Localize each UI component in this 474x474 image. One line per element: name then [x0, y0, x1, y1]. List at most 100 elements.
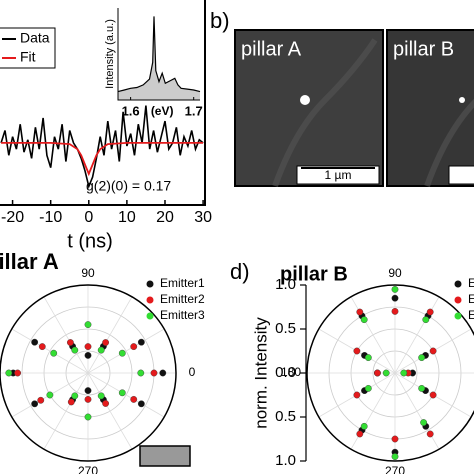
- annotation: g(2)(0) = 0.17: [86, 178, 171, 194]
- polar-point: [130, 343, 138, 350]
- decor-box: [139, 445, 191, 467]
- bright-spot: [459, 97, 465, 103]
- polar-point: [391, 307, 399, 315]
- scalebar-box: [296, 165, 380, 185]
- polar-point: [382, 369, 390, 377]
- polar-point: [391, 285, 399, 293]
- inset-tick-label: 1.7: [185, 103, 203, 118]
- y-tick-label: 1.0: [275, 452, 296, 469]
- x-tick-label: 30: [194, 209, 212, 226]
- x-tick-label: 20: [156, 209, 174, 226]
- polar-frame: [306, 284, 474, 462]
- polar-point: [118, 389, 126, 397]
- x-tick-label: -20: [1, 209, 24, 226]
- series-line: [0, 105, 204, 190]
- polar-point: [37, 396, 45, 404]
- polar-point: [67, 398, 75, 406]
- polar-point: [373, 369, 381, 377]
- polar-point: [159, 369, 167, 377]
- panel-title: pillar A: [0, 249, 59, 274]
- y-axis-label: norm. Intensity: [251, 317, 270, 429]
- theta-tick-label: 90: [81, 266, 95, 280]
- polar-frame: [0, 284, 177, 462]
- polar-point: [418, 354, 426, 361]
- micrograph: [234, 29, 384, 187]
- legend-label: Emitter3: [468, 308, 474, 322]
- polar-point: [38, 343, 46, 350]
- panel-label: b): [210, 8, 230, 33]
- legend-box: [0, 27, 56, 69]
- legend-marker: [146, 296, 154, 304]
- panel-title: pillar B: [280, 263, 348, 285]
- legend-label: Emitter2: [468, 292, 474, 306]
- polar-point: [5, 369, 13, 377]
- polar-point: [102, 400, 110, 407]
- polar-point: [97, 392, 105, 400]
- plot-frame: [0, 0, 206, 206]
- y-tick-label: 0.5: [275, 320, 296, 337]
- x-tick-label: -10: [39, 209, 62, 226]
- x-axis-label: t (ns): [67, 230, 113, 252]
- polar-point: [391, 435, 399, 443]
- polar-point: [391, 453, 399, 460]
- bright-spot: [300, 95, 310, 105]
- polar-point: [50, 349, 58, 357]
- polar-point: [31, 338, 39, 346]
- polar-point: [84, 343, 92, 350]
- polar-point: [360, 316, 368, 324]
- inset-area: [118, 16, 200, 100]
- polar-point: [426, 430, 434, 438]
- polar-point: [118, 349, 126, 357]
- polar-point: [356, 430, 364, 438]
- polar-point: [353, 347, 361, 355]
- scalebar-label: 1 µm: [325, 168, 352, 182]
- series-line: [1, 142, 204, 177]
- scalebar-box: [448, 165, 474, 185]
- theta-grid: [318, 328, 472, 418]
- inset-tick-label: 1.6: [122, 103, 140, 118]
- polar-point: [84, 395, 92, 403]
- polar-point: [137, 400, 145, 408]
- polar-point: [130, 395, 138, 403]
- polar-point: [356, 308, 364, 316]
- theta-tick-label: 0: [189, 365, 196, 379]
- inset-y-label: Intensity (a.u.): [104, 19, 116, 89]
- polar-point: [67, 339, 74, 346]
- micrograph-texture: [424, 98, 474, 188]
- image-title: pillar A: [241, 38, 302, 60]
- legend-label: Emitter2: [160, 292, 205, 306]
- polar-point: [353, 391, 361, 399]
- polar-point: [137, 369, 145, 377]
- polar-point: [364, 384, 372, 392]
- polar-point: [137, 338, 145, 346]
- polar-point: [420, 419, 427, 426]
- polar-point: [426, 308, 434, 316]
- legend-marker: [146, 312, 154, 320]
- polar-point: [97, 346, 105, 354]
- theta-tick-label: 270: [78, 464, 98, 474]
- legend-marker: [454, 280, 462, 288]
- theta-tick-label: 90: [388, 266, 402, 280]
- polar-point: [84, 351, 92, 359]
- polar-point: [102, 339, 110, 346]
- legend-label: Fit: [20, 49, 36, 65]
- polar-point: [150, 369, 158, 377]
- polar-point: [360, 422, 368, 430]
- panel-label: d): [230, 259, 250, 284]
- polar-point: [84, 387, 92, 394]
- legend-label: Emitter3: [160, 308, 205, 322]
- polar-point: [422, 316, 430, 324]
- polar-point: [400, 369, 408, 377]
- y-tick-label: 0.0: [275, 364, 296, 381]
- polar-point: [391, 294, 399, 302]
- inset-x-label: (eV): [151, 104, 174, 118]
- polar-point: [71, 346, 79, 354]
- x-tick-label: 10: [118, 209, 136, 226]
- y-tick-label: 1.0: [275, 276, 296, 293]
- polar-point: [364, 354, 372, 361]
- polar-point: [71, 392, 79, 400]
- theta-tick-label: 270: [385, 464, 405, 474]
- legend-marker: [454, 312, 462, 320]
- image-title: pillar B: [393, 38, 454, 60]
